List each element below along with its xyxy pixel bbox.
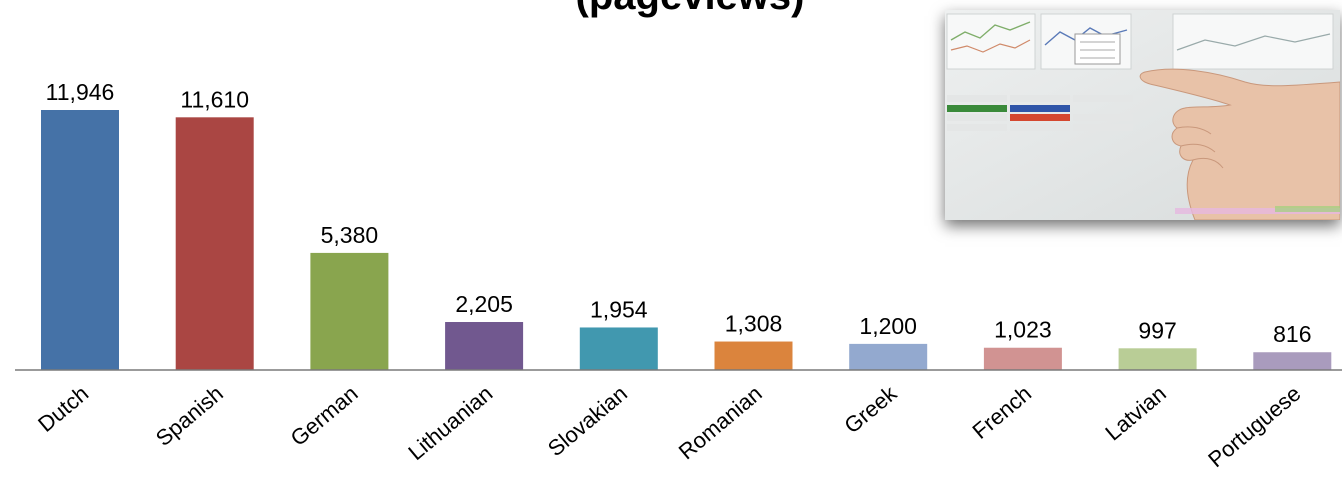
chart-title: (pageviews) bbox=[540, 0, 840, 19]
bar-greek bbox=[849, 343, 928, 370]
bar-lithuanian bbox=[445, 322, 524, 370]
category-label: German bbox=[286, 381, 363, 451]
category-label: Lithuanian bbox=[403, 381, 497, 465]
category-label: Portuguese bbox=[1203, 381, 1305, 472]
value-label: 997 bbox=[1138, 317, 1176, 343]
bar-latvian bbox=[1118, 348, 1197, 370]
category-label: French bbox=[968, 381, 1037, 444]
category-label: Greek bbox=[839, 380, 902, 438]
bar-portuguese bbox=[1253, 352, 1332, 370]
value-label: 1,023 bbox=[994, 317, 1052, 343]
bar-german bbox=[310, 252, 389, 370]
value-label: 1,308 bbox=[725, 311, 783, 337]
hand-pointing-at-chart-photo bbox=[945, 10, 1340, 220]
category-label: Slovakian bbox=[543, 381, 632, 461]
category-label: Dutch bbox=[33, 381, 93, 437]
bar-dutch bbox=[41, 110, 119, 370]
bar-spanish bbox=[175, 117, 254, 371]
value-label: 5,380 bbox=[321, 222, 379, 248]
value-label: 2,205 bbox=[455, 291, 513, 317]
category-label: Romanian bbox=[674, 381, 767, 465]
value-label: 1,200 bbox=[859, 313, 917, 339]
bar-slovakian bbox=[579, 327, 658, 370]
value-label: 11,610 bbox=[180, 86, 249, 112]
bar-french bbox=[983, 347, 1062, 370]
category-label: Latvian bbox=[1100, 381, 1170, 446]
category-label: Spanish bbox=[151, 381, 228, 451]
bar-romanian bbox=[714, 341, 793, 370]
value-label: 816 bbox=[1273, 321, 1311, 347]
value-label: 11,946 bbox=[46, 79, 115, 105]
value-label: 1,954 bbox=[590, 296, 648, 322]
